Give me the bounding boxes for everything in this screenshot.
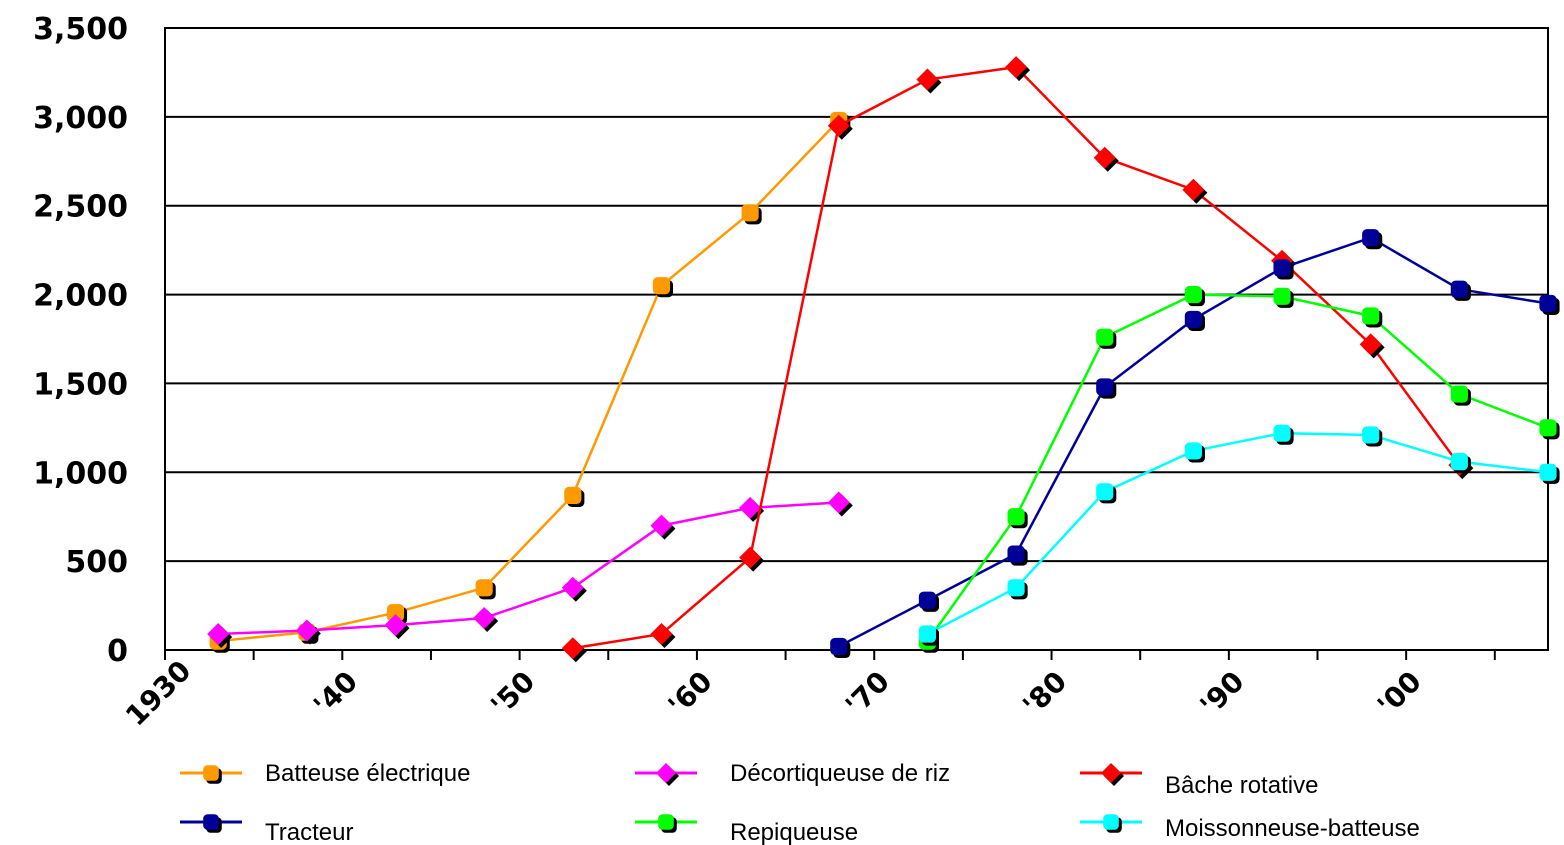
y-tick-label: 1,500 xyxy=(33,367,128,402)
data-point xyxy=(1359,333,1382,356)
series-3 xyxy=(830,229,1560,659)
series-line xyxy=(926,293,1549,642)
legend-label: Repiqueuse xyxy=(730,819,858,845)
data-point xyxy=(1450,453,1468,471)
data-point xyxy=(1007,579,1025,597)
y-tick-label: 3,000 xyxy=(33,101,128,136)
y-tick-label: 1,000 xyxy=(33,456,128,491)
series-0 xyxy=(209,111,851,653)
legend-item: Moissonneuse-batteuse xyxy=(1080,814,1420,842)
x-tick-label: '60 xyxy=(662,665,719,722)
data-point xyxy=(650,514,673,537)
data-point xyxy=(1005,56,1028,79)
data-point xyxy=(1007,545,1025,563)
data-point xyxy=(1182,178,1205,201)
x-tick-label: '40 xyxy=(307,665,364,722)
x-tick-label: 1930 xyxy=(119,654,197,732)
x-tick-label: '00 xyxy=(1371,665,1428,722)
data-point xyxy=(1184,310,1202,329)
data-point xyxy=(827,491,850,514)
series-line xyxy=(926,431,1549,636)
data-point xyxy=(739,496,762,519)
legend-item: Batteuse électrique xyxy=(180,760,470,787)
data-point xyxy=(1273,287,1291,305)
plot-area-border xyxy=(164,27,1549,651)
x-tick-label: '70 xyxy=(839,665,896,722)
legend-item: Tracteur xyxy=(180,814,353,845)
y-tick-label: 2,500 xyxy=(33,190,128,225)
legend: Batteuse électrique Décortiqueuse de riz B… xyxy=(180,760,1420,845)
data-point xyxy=(207,623,230,646)
x-tick-label: '90 xyxy=(1194,665,1251,722)
data-point xyxy=(384,614,407,637)
y-tick-label: 2,000 xyxy=(33,279,128,314)
data-point xyxy=(561,637,584,660)
y-tick-labels: 0 500 1,000 1,500 2,000 2,500 3,000 3,500 xyxy=(33,12,128,669)
x-tick-label: '80 xyxy=(1016,665,1073,722)
legend-item: Décortiqueuse de riz xyxy=(635,760,950,787)
legend-swatch-marker xyxy=(656,763,676,783)
data-point xyxy=(1096,483,1114,501)
data-point xyxy=(1362,307,1380,325)
data-point xyxy=(1184,285,1202,304)
data-point xyxy=(741,204,759,222)
data-point xyxy=(564,486,582,504)
data-point xyxy=(473,607,496,630)
legend-swatch-marker xyxy=(1103,814,1119,830)
data-point xyxy=(1362,229,1380,247)
legend-swatch-marker xyxy=(1101,763,1121,783)
series-5 xyxy=(918,424,1560,646)
axes xyxy=(164,27,1549,660)
legend-swatch-marker xyxy=(658,814,674,830)
legend-label: Moissonneuse-batteuse xyxy=(1165,815,1420,842)
series-layer xyxy=(207,56,1560,663)
y-tick-label: 500 xyxy=(65,545,128,580)
legend-label: Batteuse électrique xyxy=(265,760,470,787)
series-1 xyxy=(207,491,853,649)
data-point xyxy=(295,619,318,642)
legend-item: Bâche rotative xyxy=(1080,763,1318,799)
x-tick-label: '50 xyxy=(484,665,541,722)
data-point xyxy=(1450,280,1468,298)
data-point xyxy=(1184,442,1202,460)
legend-swatch-marker xyxy=(203,814,219,830)
data-point xyxy=(1539,463,1557,481)
series-line xyxy=(218,501,839,636)
data-point xyxy=(916,68,939,91)
data-point xyxy=(1096,378,1114,396)
data-point xyxy=(918,591,937,609)
data-point xyxy=(1273,259,1291,277)
series-2 xyxy=(561,56,1474,663)
data-point xyxy=(1539,419,1557,437)
legend-label: Tracteur xyxy=(265,819,353,845)
data-point xyxy=(1273,424,1291,442)
data-point xyxy=(652,277,671,295)
y-tick-label: 0 xyxy=(107,634,128,669)
legend-label: Décortiqueuse de riz xyxy=(730,760,950,787)
data-point xyxy=(561,576,584,599)
data-point xyxy=(1539,294,1557,313)
data-point xyxy=(1096,328,1114,346)
data-point xyxy=(739,546,762,569)
data-point xyxy=(1093,146,1116,169)
legend-label: Bâche rotative xyxy=(1165,772,1318,799)
data-point xyxy=(1007,508,1025,526)
data-point xyxy=(1450,385,1468,403)
y-tick-label: 3,500 xyxy=(33,12,128,47)
gridlines xyxy=(165,27,1548,563)
data-point xyxy=(827,114,850,137)
legend-swatch-marker xyxy=(203,765,219,781)
data-point xyxy=(830,637,848,656)
data-point xyxy=(475,579,493,597)
data-point xyxy=(650,623,673,646)
data-point xyxy=(918,625,937,643)
data-point xyxy=(1362,426,1380,444)
data-point xyxy=(386,604,405,622)
legend-item: Repiqueuse xyxy=(635,814,858,845)
x-tick-labels: 1930 '40 '50 '60 '70 '80 '90 '00 xyxy=(119,654,1428,732)
